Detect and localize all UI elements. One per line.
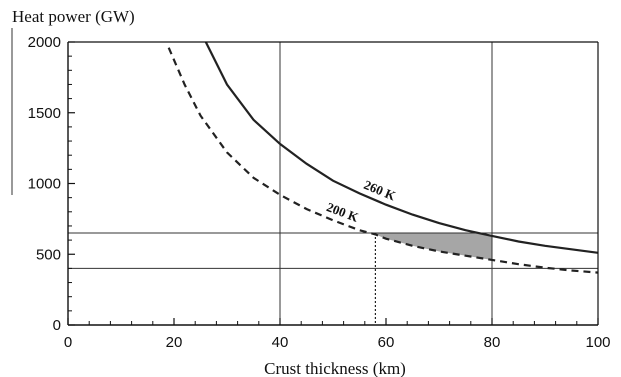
shaded-region — [375, 233, 492, 260]
x-tick-label-1: 20 — [166, 334, 183, 351]
series-label-260k: 260 K — [362, 177, 399, 204]
y-tick-label-3: 1500 — [28, 105, 61, 122]
x-tick-label-0: 0 — [64, 334, 72, 351]
y-tick-label-1: 500 — [36, 246, 61, 263]
y-tick-label-2: 1000 — [28, 176, 61, 193]
y-tick-label-0: 0 — [53, 317, 61, 334]
series-line-0 — [204, 41, 599, 254]
y-tick-label-4: 2000 — [28, 34, 61, 51]
x-tick-label-4: 80 — [484, 334, 501, 351]
x-tick-label-3: 60 — [378, 334, 395, 351]
x-tick-label-5: 100 — [585, 334, 610, 351]
series-line-1 — [167, 47, 599, 274]
series-label-200k: 200 K — [325, 199, 362, 225]
y-axis-label: Heat power (GW) — [12, 7, 135, 26]
x-tick-label-2: 40 — [272, 334, 289, 351]
x-axis-label: Crust thickness (km) — [264, 359, 406, 377]
